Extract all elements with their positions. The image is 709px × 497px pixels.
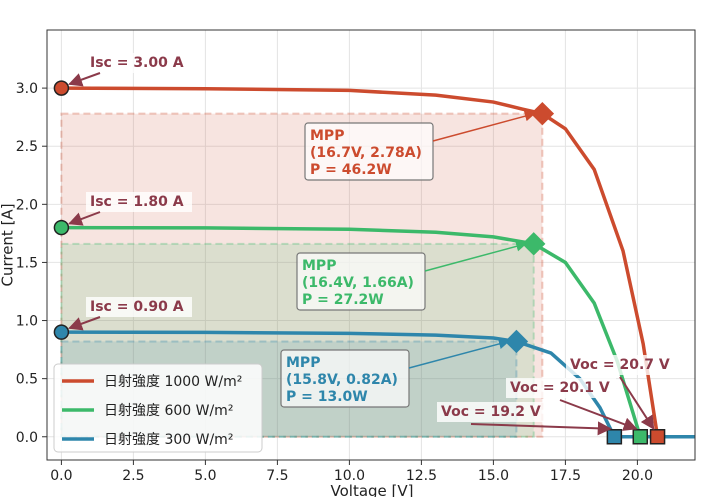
mpp-marker [530,101,555,126]
voc-label-bg [566,355,676,375]
x-tick-label: 5.0 [194,468,216,484]
annotation-arrow [424,241,527,272]
legend-box [53,363,263,453]
isc-marker [53,219,70,236]
annotation-arrow [619,376,655,430]
isc-label: Isc = 0.90 A [90,299,184,315]
mpp-label: (15.8V, 0.82A) [286,372,398,388]
voc-marker [632,429,649,445]
y-tick-label: 2.5 [16,139,38,155]
mpp-label-box [296,252,426,311]
annotation-arrow [432,111,536,142]
mpp-marker [522,232,546,256]
mpp-label: (16.4V, 1.66A) [302,275,414,291]
voc-label: Voc = 20.1 V [510,380,610,396]
y-tick-label: 2.0 [16,197,38,213]
voc-marker [606,429,623,445]
plot-frame [46,29,696,461]
mpp-label-box [280,349,410,408]
y-axis-label: Current [A] [0,203,17,286]
y-tick-label: 0.5 [16,372,38,388]
voc-marker [649,429,666,445]
x-tick-label: 17.5 [550,468,581,484]
voc-label-bg [437,402,547,422]
mpp-marker [504,329,529,354]
annotation-arrow [408,338,510,369]
x-tick-label: 2.5 [122,468,144,484]
isc-label: Isc = 1.80 A [90,194,184,210]
annotation-arrow [68,211,101,226]
isc-label-bg [86,192,192,212]
mpp-label: (16.7V, 2.78A) [310,145,422,161]
isc-label-bg [86,53,192,73]
mpp-label: P = 27.2W [302,292,384,308]
x-tick-label: 20.0 [622,468,653,484]
isc-label: Isc = 3.00 A [90,55,184,71]
mpp-label: P = 13.0W [286,389,368,405]
mpp-label: MPP [302,258,336,274]
x-tick-label: 12.5 [406,468,437,484]
x-axis-label: Voltage [V] [331,482,414,497]
mpp-label: MPP [286,355,320,371]
annotation-arrow [68,316,101,331]
legend-label: 日射強度 300 W/m² [104,432,233,448]
x-tick-label: 7.5 [266,468,288,484]
isc-marker [53,324,70,340]
isc-marker [53,80,70,96]
annotation-arrow [68,72,101,87]
voc-label-bg [506,378,616,398]
y-tick-label: 1.0 [16,314,38,330]
x-tick-label: 0.0 [50,468,72,484]
voc-label: Voc = 19.2 V [441,404,541,420]
y-tick-label: 0.0 [16,430,38,446]
voc-label: Voc = 20.7 V [570,357,670,373]
isc-label-bg [86,297,192,317]
mpp-label: MPP [310,128,344,144]
legend-label: 日射強度 600 W/m² [104,403,233,419]
x-tick-label: 10.0 [334,468,365,484]
annotation-arrow [470,421,612,436]
mpp-label-box [304,122,434,181]
legend-label: 日射強度 1000 W/m² [104,374,242,390]
mpp-label: P = 46.2W [310,162,392,178]
x-tick-label: 15.0 [478,468,509,484]
y-tick-label: 1.5 [16,255,38,271]
y-tick-label: 3.0 [16,81,38,97]
annotation-arrow [559,399,638,431]
